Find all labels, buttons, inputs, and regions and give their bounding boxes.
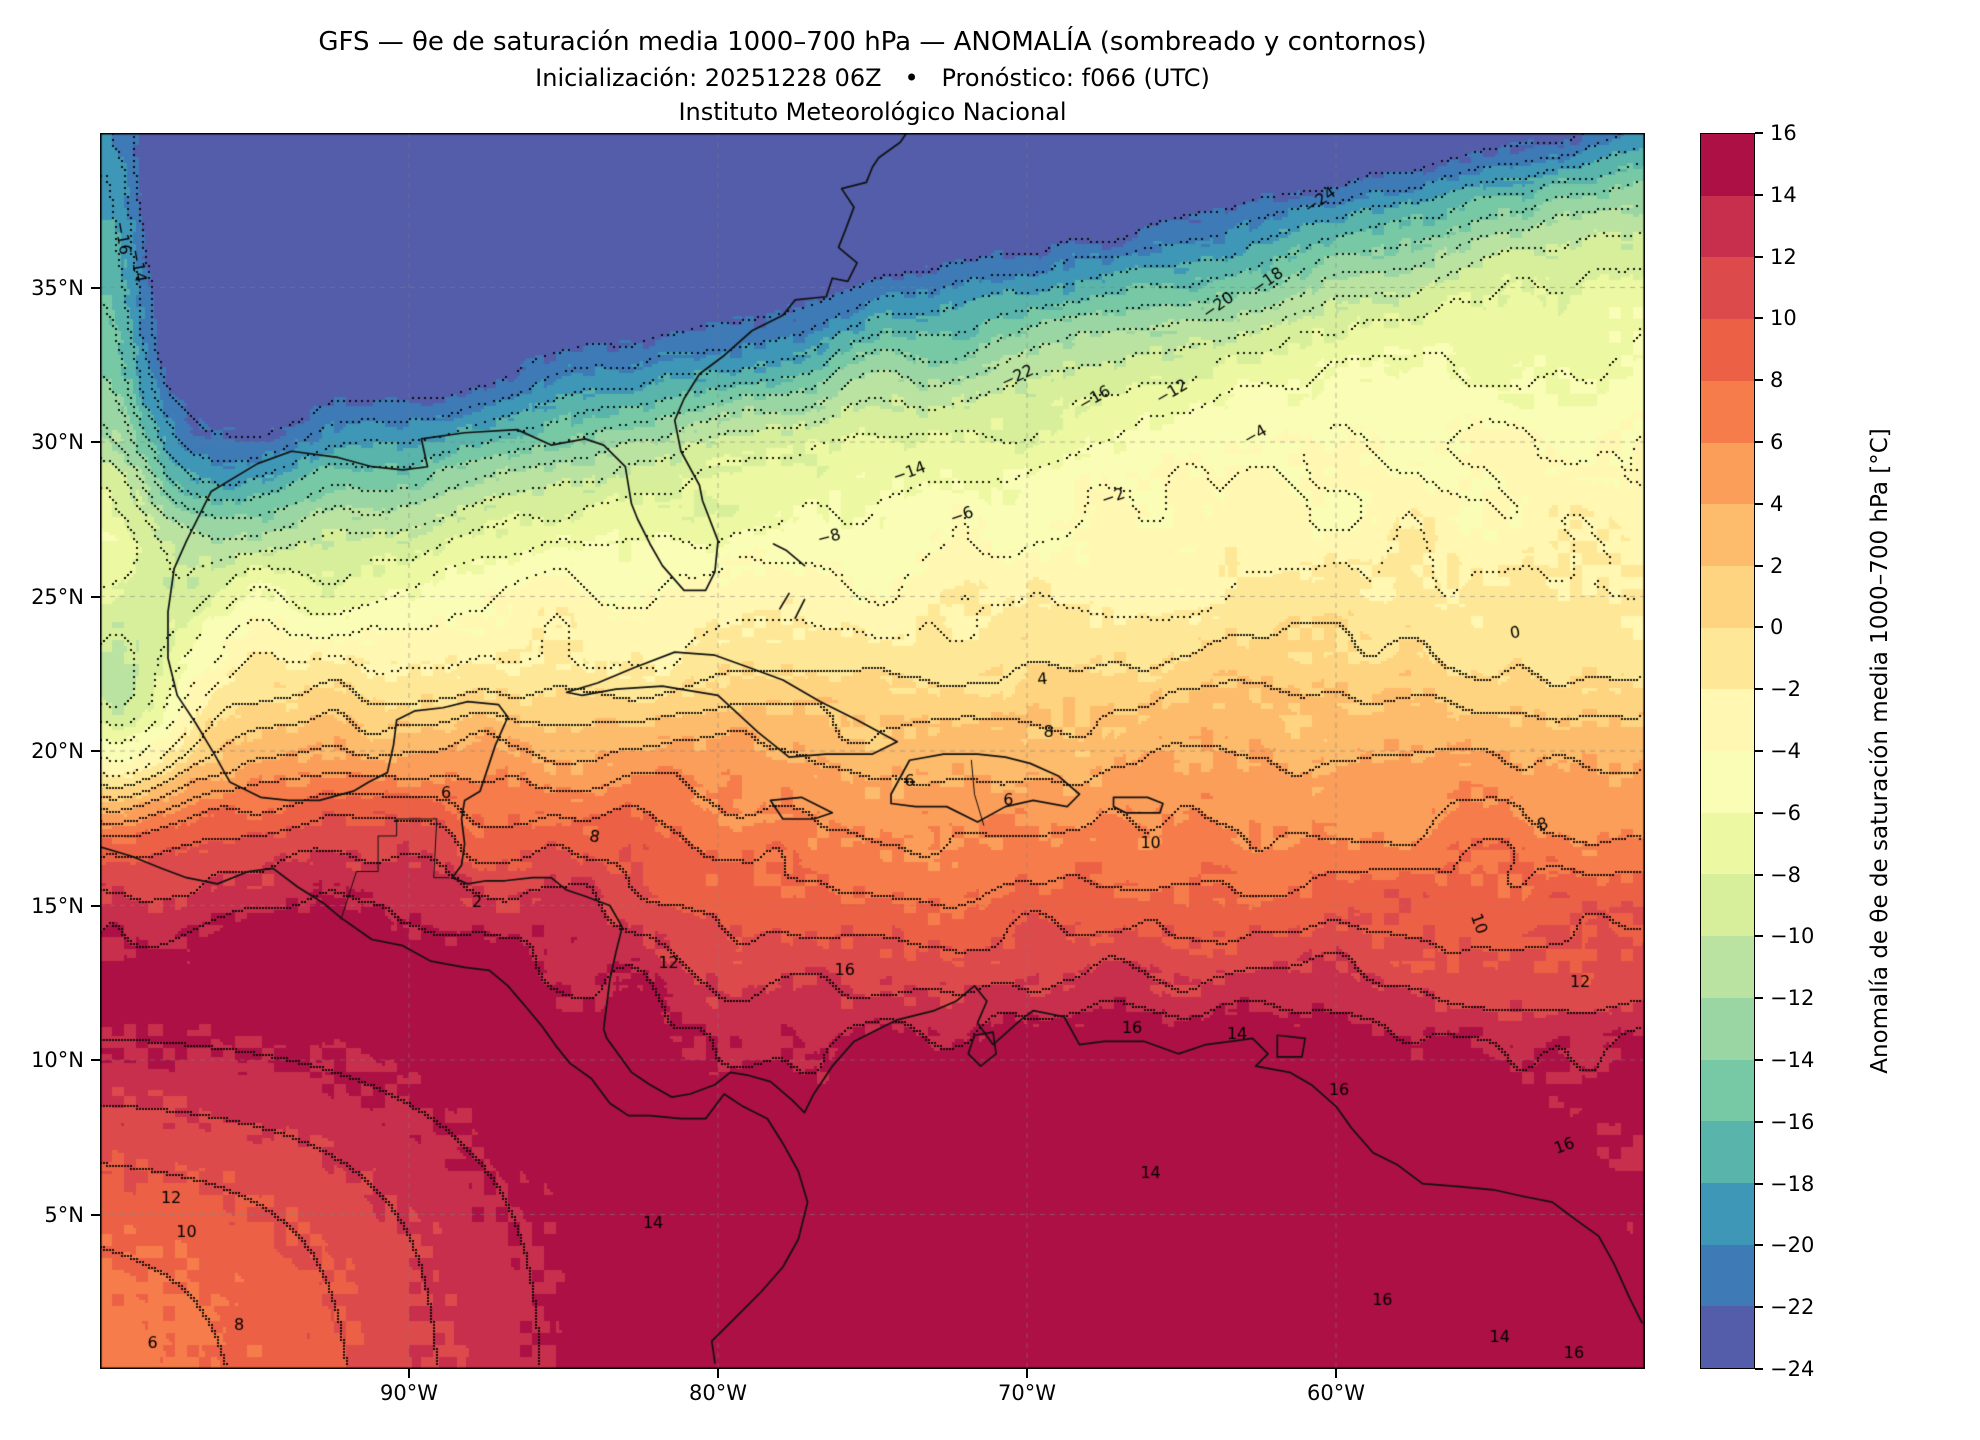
colorbar-tick-label: −2: [1770, 677, 1801, 702]
colorbar-tick-label: 16: [1770, 121, 1797, 145]
colorbar-cell: [1701, 319, 1754, 381]
chart-subtitle: Inicialización: 20251228 06Z • Pronóstic…: [535, 64, 1210, 92]
colorbar-tick-label: 12: [1770, 244, 1797, 269]
colorbar-tick-mark: [1755, 255, 1763, 258]
colorbar-cell: [1701, 689, 1754, 752]
lat-tick-mark: [91, 595, 100, 598]
colorbar-tick-mark: [1755, 317, 1763, 320]
colorbar-cell: [1701, 1306, 1754, 1369]
lat-tick-label: 35°N: [31, 275, 84, 300]
lat-tick-mark: [91, 1059, 100, 1061]
colorbar-tick-mark: [1755, 750, 1763, 752]
colorbar-tick-label: −22: [1770, 1295, 1815, 1320]
colorbar-tick-mark: [1755, 1306, 1763, 1309]
colorbar-tick-mark: [1755, 935, 1763, 938]
lat-tick-label: 20°N: [31, 739, 84, 763]
colorbar-tick-label: −10: [1770, 924, 1815, 949]
colorbar-tick-label: −18: [1770, 1171, 1815, 1196]
colorbar-tick-mark: [1755, 1368, 1763, 1370]
lat-tick-label: 25°N: [31, 584, 84, 609]
lon-tick-label: 80°W: [689, 1381, 747, 1405]
colorbar-tick-mark: [1755, 811, 1763, 814]
colorbar-tick-mark: [1755, 1244, 1763, 1247]
title-block: GFS — θe de saturación media 1000–700 hP…: [100, 24, 1645, 129]
colorbar-tick-mark: [1755, 193, 1763, 196]
colorbar-tick-mark: [1755, 873, 1763, 876]
colorbar-tick-mark: [1755, 1182, 1763, 1185]
anomaly-field-canvas: [100, 133, 1645, 1369]
colorbar-cell: [1701, 627, 1754, 690]
colorbar-tick-label: −6: [1770, 800, 1801, 825]
colorbar-tick-label: −20: [1770, 1233, 1815, 1258]
colorbar-cell: [1701, 257, 1754, 320]
colorbar-cell: [1701, 134, 1754, 196]
colorbar-cell: [1701, 1059, 1754, 1122]
colorbar-cell: [1701, 936, 1754, 998]
lon-tick-label: 60°W: [1307, 1381, 1365, 1405]
colorbar-tick-label: 8: [1770, 368, 1784, 393]
colorbar-cell: [1701, 504, 1754, 566]
lat-tick-label: 5°N: [44, 1202, 84, 1227]
colorbar-tick-mark: [1755, 564, 1763, 567]
colorbar-cell: [1701, 442, 1754, 505]
lon-tick-label: 90°W: [380, 1381, 438, 1405]
lon-tick-mark: [1026, 1369, 1028, 1378]
colorbar-cell: [1701, 812, 1754, 875]
chart-title: GFS — θe de saturación media 1000–700 hP…: [318, 27, 1427, 57]
colorbar-tick-mark: [1755, 626, 1763, 629]
colorbar-tick-mark: [1755, 688, 1763, 691]
colorbar-tick-label: −8: [1770, 862, 1801, 887]
colorbar-axis-label: Anomalía de θe de saturación media 1000–…: [1867, 428, 1893, 1074]
colorbar-tick-label: 0: [1770, 615, 1784, 640]
colorbar-tick-label: −16: [1770, 1109, 1815, 1134]
colorbar-tick-mark: [1755, 379, 1763, 382]
colorbar-tick-mark: [1755, 1120, 1763, 1123]
colorbar-tick-mark: [1755, 132, 1763, 134]
colorbar-tick-label: 2: [1770, 553, 1784, 578]
lat-tick-label: 15°N: [31, 893, 84, 918]
lon-tick-label: 70°W: [998, 1381, 1056, 1405]
colorbar-tick-label: −4: [1770, 739, 1801, 763]
colorbar-cell: [1701, 1244, 1754, 1307]
colorbar-tick-label: −24: [1770, 1357, 1815, 1381]
colorbar-tick-mark: [1755, 1059, 1763, 1061]
colorbar-tick-label: 6: [1770, 430, 1784, 454]
colorbar-tick-label: −14: [1770, 1048, 1815, 1072]
lat-tick-mark: [91, 904, 100, 907]
colorbar-tick-label: 10: [1770, 306, 1797, 331]
lon-tick-mark: [717, 1369, 719, 1378]
colorbar-cell: [1701, 997, 1754, 1060]
chart-institution: Instituto Meteorológico Nacional: [678, 98, 1067, 126]
colorbar-cell: [1701, 195, 1754, 258]
lon-tick-mark: [408, 1369, 410, 1378]
lat-tick-mark: [91, 1213, 100, 1216]
colorbar-cell: [1701, 751, 1754, 813]
colorbar-cell: [1701, 874, 1754, 937]
colorbar: [1700, 133, 1755, 1369]
colorbar-tick-label: 14: [1770, 182, 1797, 207]
lat-tick-mark: [91, 441, 100, 443]
map-plot-area: 35°N 30°N 25°N 20°N 15°N 10°N 5°N 90°W 80°W 70°W 6…: [31, 133, 1645, 1405]
lat-tick-mark: [91, 286, 100, 289]
colorbar-tick-mark: [1755, 502, 1763, 505]
colorbar-cell: [1701, 565, 1754, 628]
lat-tick-label: 30°N: [31, 430, 84, 454]
colorbar-tick-mark: [1755, 441, 1763, 443]
colorbar-cell: [1701, 1121, 1754, 1183]
colorbar-cell: [1701, 380, 1754, 443]
colorbar-tick-mark: [1755, 997, 1763, 1000]
colorbar-cell: [1701, 1182, 1754, 1245]
colorbar-tick-label: −12: [1770, 986, 1815, 1011]
colorbar-tick-label: 4: [1770, 491, 1784, 516]
lat-tick-mark: [91, 750, 100, 752]
lon-tick-mark: [1335, 1369, 1337, 1378]
lat-tick-label: 10°N: [31, 1048, 84, 1072]
